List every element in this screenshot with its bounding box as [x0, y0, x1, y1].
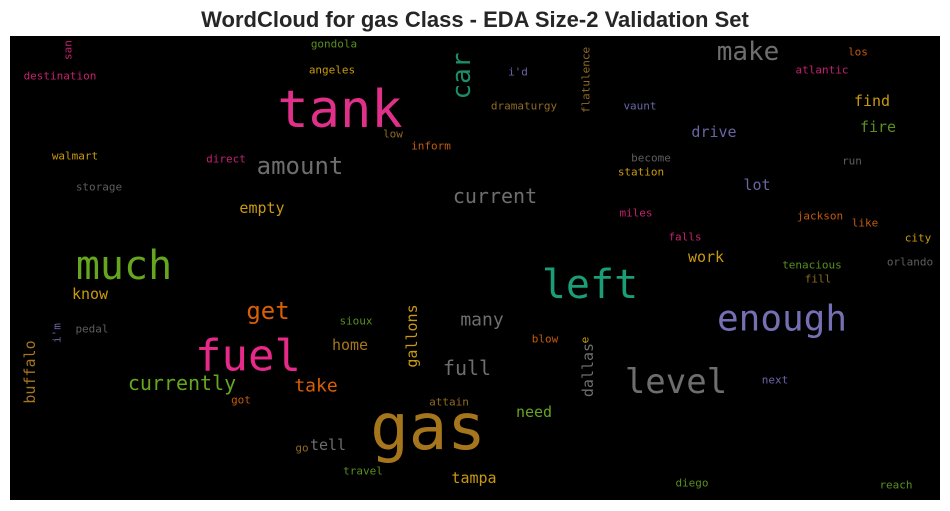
- chart-title: WordCloud for gas Class - EDA Size-2 Val…: [201, 7, 749, 32]
- word: like: [852, 217, 879, 230]
- word: home: [332, 336, 368, 354]
- word: need: [516, 403, 552, 421]
- word: tell: [310, 436, 346, 454]
- word: amount: [257, 152, 344, 180]
- word: empty: [239, 199, 284, 217]
- word: dallas: [579, 343, 597, 397]
- word: reach: [879, 479, 912, 492]
- word: diego: [675, 477, 708, 490]
- word: fill: [805, 273, 832, 286]
- word: san: [62, 40, 75, 60]
- word: miles: [619, 207, 652, 220]
- word: know: [72, 285, 109, 303]
- word: currently: [128, 371, 236, 395]
- word: flatulence: [580, 47, 593, 113]
- word: blow: [532, 333, 559, 346]
- word: atlantic: [796, 64, 849, 77]
- word: work: [688, 248, 724, 266]
- word: sioux: [339, 315, 372, 328]
- word: los: [848, 46, 868, 59]
- word: direct: [206, 153, 246, 166]
- word: run: [842, 155, 862, 168]
- word: storage: [76, 181, 122, 194]
- word: find: [854, 92, 890, 110]
- word: gas: [370, 391, 486, 465]
- word: pedal: [75, 323, 108, 336]
- word: level: [625, 362, 727, 402]
- word: attain: [429, 396, 469, 409]
- word: current: [453, 184, 537, 208]
- word: jackson: [797, 210, 843, 223]
- word: full: [443, 356, 491, 380]
- word: falls: [668, 231, 701, 244]
- word: i'd: [508, 66, 528, 79]
- word: dramaturgy: [491, 100, 558, 113]
- word: fuel: [195, 331, 301, 382]
- word: tank: [277, 80, 402, 140]
- word: destination: [24, 70, 97, 83]
- word: car: [447, 53, 477, 100]
- word: much: [76, 243, 172, 289]
- word: got: [231, 394, 251, 407]
- word: next: [762, 374, 789, 387]
- word: drive: [691, 123, 736, 141]
- word: gondola: [311, 38, 357, 51]
- word: low: [383, 128, 403, 141]
- word: lot: [743, 176, 770, 194]
- word: make: [717, 37, 780, 67]
- word: orlando: [887, 256, 933, 269]
- word: become: [631, 152, 671, 165]
- word: go: [295, 442, 308, 455]
- word: fire: [860, 118, 896, 136]
- word: city: [905, 232, 932, 245]
- word: vaunt: [623, 100, 656, 113]
- word: i'm: [51, 323, 64, 343]
- word: station: [618, 166, 664, 179]
- word: travel: [343, 465, 383, 478]
- word: left: [542, 262, 638, 308]
- word: many: [460, 310, 504, 331]
- word: e: [579, 337, 592, 344]
- word: inform: [411, 140, 451, 153]
- word: walmart: [52, 150, 98, 163]
- word: angeles: [309, 64, 355, 77]
- word: get: [246, 297, 289, 325]
- word: tampa: [451, 469, 496, 487]
- word: gallons: [403, 304, 421, 367]
- word: tenacious: [782, 259, 842, 272]
- word: enough: [717, 299, 847, 340]
- word: take: [294, 376, 337, 397]
- word: buffalo: [21, 340, 39, 403]
- cloud-background: [10, 36, 940, 500]
